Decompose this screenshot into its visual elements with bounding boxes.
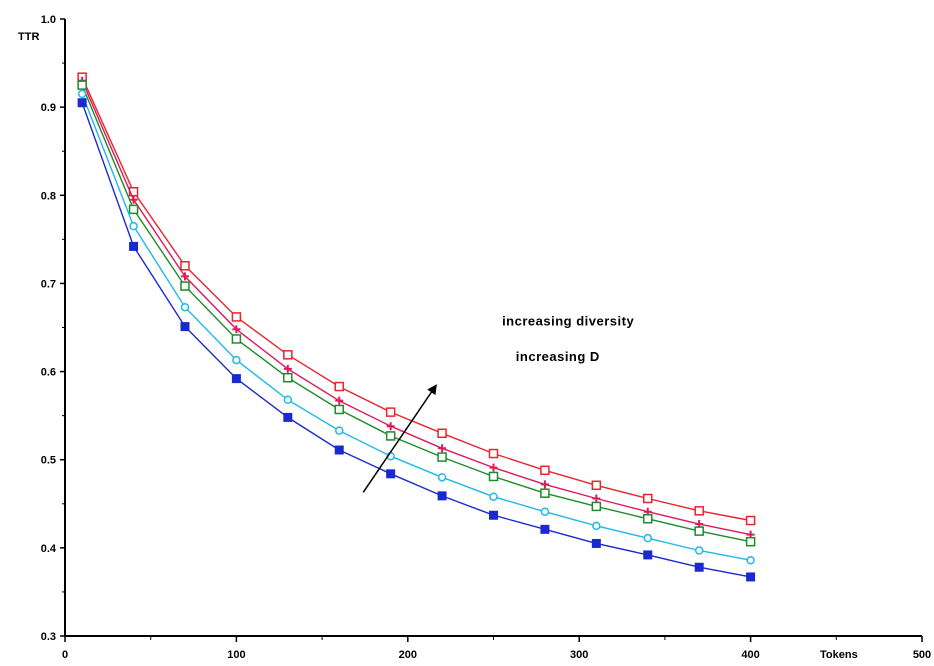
series-4 [77,89,755,565]
data-point [283,350,293,360]
data-point [77,89,87,99]
data-point [180,272,189,281]
data-point [334,445,344,455]
data-point [437,452,447,462]
data-point [540,524,550,534]
series-line [81,80,751,536]
data-point [591,538,601,548]
data-point [489,510,498,520]
x-tick-label: 100 [227,649,245,661]
data-point [746,572,756,582]
data-point [489,463,498,472]
data-point [694,546,704,555]
y-tick-label: 0.9 [41,102,56,114]
data-point [437,428,447,439]
y-ticks: 0.3 0.4 0.5 0.6 0.7 0.8 0.9 1.0 [41,14,65,643]
series-layer [77,72,756,582]
data-point [385,407,396,417]
y-tick-label: 0.4 [41,543,57,555]
data-point [334,404,344,415]
data-point [643,514,653,524]
y-tick-label: 0.7 [41,278,56,290]
y-tick-label: 0.6 [41,367,56,379]
x-tick-label: 300 [570,649,588,661]
data-point [180,322,190,332]
data-point [385,431,396,441]
y-tick-label: 0.8 [41,190,56,202]
data-point [540,507,550,516]
x-tick-label: 200 [399,649,417,661]
data-point [232,355,241,365]
data-point [592,521,601,531]
data-point [335,396,344,405]
data-point [694,562,704,572]
x-tick-label: 500 [913,649,931,661]
data-point [386,422,395,431]
data-point [129,241,139,251]
data-point [283,372,293,383]
data-point [231,334,242,344]
data-point [592,494,601,503]
data-point [745,515,756,526]
annotation-layer: increasing diversity increasing D [362,314,634,493]
data-point [231,312,242,322]
data-point [129,221,138,231]
y-tick-label: 0.3 [41,631,56,643]
data-point [591,480,602,491]
data-point [540,465,550,476]
data-point [283,395,293,405]
data-point [437,491,447,501]
series-1 [77,72,756,526]
x-axis-title: Tokens [820,649,858,661]
data-point [643,550,653,560]
y-axis-title: TTR [18,31,39,43]
data-point [386,469,396,479]
series-5 [77,98,756,582]
data-point [129,195,138,204]
data-point [231,374,241,384]
x-ticks: 0 100 200 300 400 500 [62,636,931,661]
data-point [438,444,447,453]
data-point [745,536,756,547]
data-point [643,533,653,543]
data-point [180,302,190,312]
x-tick-label: 0 [62,649,68,661]
data-point [694,526,704,536]
axes [64,19,922,637]
annotation-1: increasing diversity [502,314,634,329]
y-tick-label: 0.5 [41,455,56,467]
data-point [180,281,190,291]
data-point [283,364,292,373]
data-point [180,261,190,271]
data-point [540,488,550,498]
data-point [334,426,344,435]
series-line [81,84,751,543]
data-point [694,506,704,516]
series-line [81,102,751,578]
data-point [128,204,139,215]
data-point [232,325,241,334]
data-point [283,412,293,422]
series-line [81,93,751,561]
data-point [643,493,653,504]
data-point [437,473,447,482]
data-point [334,381,344,392]
data-point [488,448,499,459]
data-point [488,471,499,482]
annotation-2: increasing D [516,349,600,364]
data-point [77,80,87,90]
data-point [746,555,755,565]
series-3 [77,80,756,547]
diversity-arrow [362,384,437,493]
data-point [591,501,602,512]
x-tick-label: 400 [741,649,759,661]
series-line [81,76,751,522]
data-point [540,480,549,489]
data-point [489,492,498,501]
y-tick-label: 1.0 [41,14,56,26]
series-2 [78,76,755,539]
data-point [77,98,87,108]
